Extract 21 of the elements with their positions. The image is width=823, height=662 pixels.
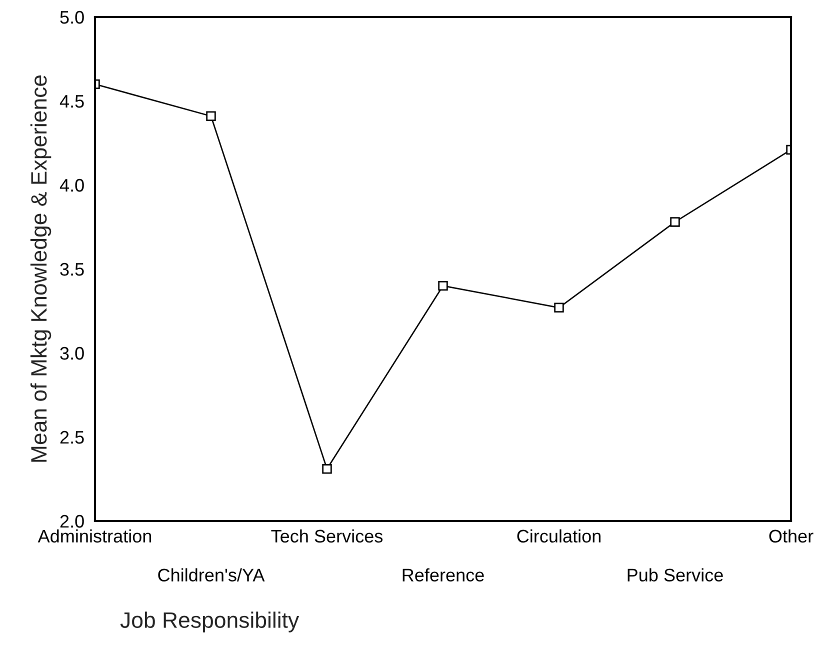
x-tick-label: Other — [769, 529, 814, 543]
x-tick-label: Pub Service — [628, 568, 723, 582]
point — [554, 302, 564, 312]
y-tick-label: 3.5 — [60, 262, 84, 276]
y-tick-label: 5.0 — [60, 10, 84, 24]
x-tick-label: Children's/YA — [158, 568, 265, 582]
x-tick-label: Tech Services — [271, 529, 383, 543]
y-tick-label: 2.5 — [60, 430, 84, 444]
x-tick-label: Administration — [38, 529, 152, 543]
point — [206, 111, 216, 121]
x-axis-title: Job Responsibility — [120, 612, 300, 632]
point — [670, 217, 680, 227]
point — [322, 464, 332, 474]
point — [438, 280, 448, 291]
y-axis-title: Mean of Mktg Knowledge & Experience — [30, 75, 52, 462]
y-tick-label: 2.0 — [60, 514, 84, 528]
x-tick-label: Circulation — [517, 529, 600, 543]
y-tick-label: 4.5 — [60, 95, 84, 108]
y-tick-label: 3.0 — [60, 346, 84, 360]
x-tick-label: Reference — [402, 568, 484, 582]
y-tick-label: 4.0 — [60, 178, 84, 192]
